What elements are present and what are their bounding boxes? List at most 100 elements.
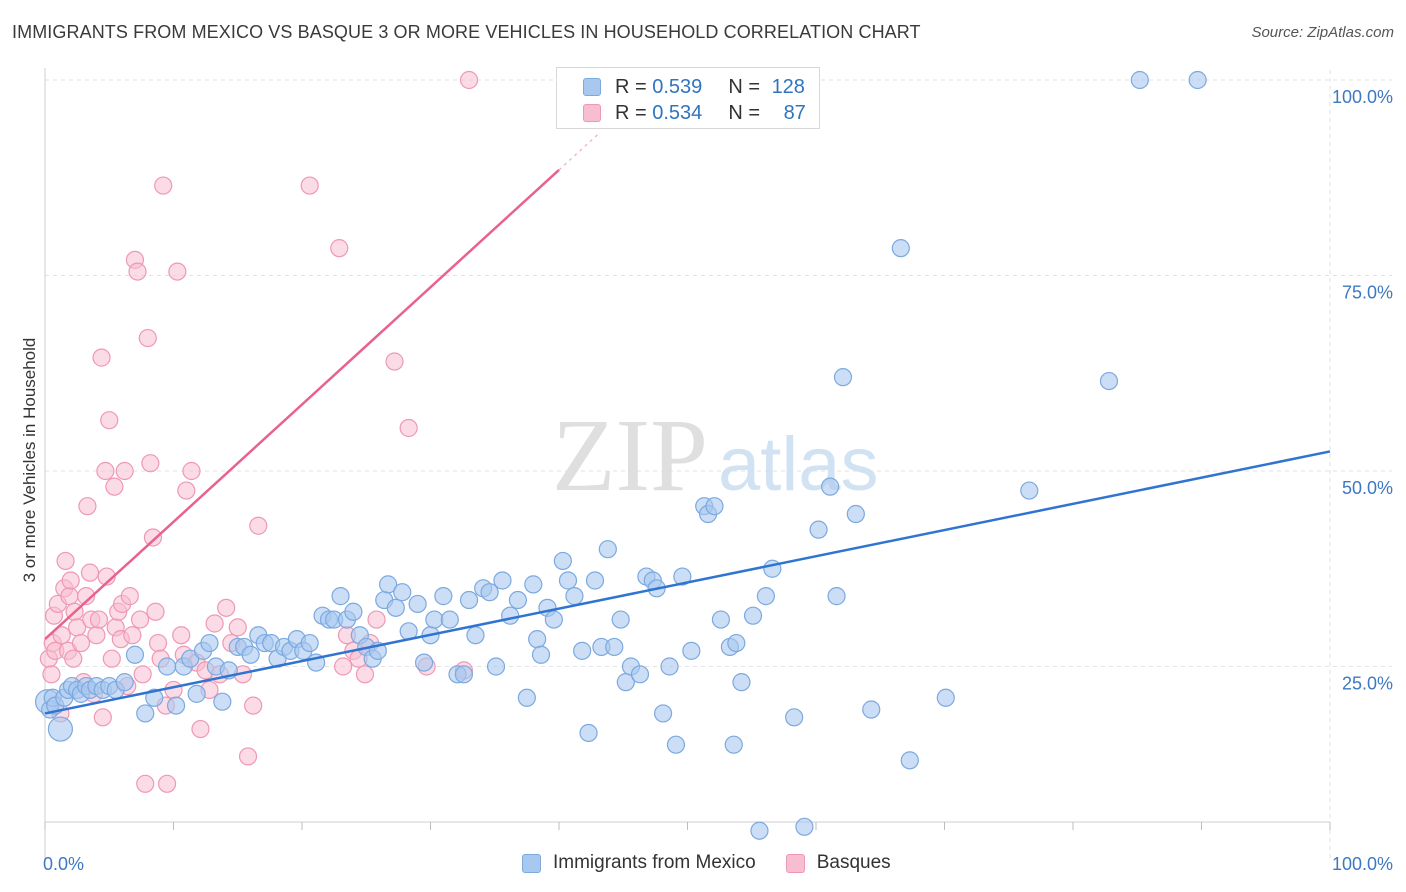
legend-label-basques: Basques <box>816 852 891 873</box>
source-credit: Source: ZipAtlas.com <box>1251 24 1394 41</box>
mexico-point <box>166 696 186 715</box>
mexico-point <box>528 630 547 649</box>
mexico-point <box>241 645 260 664</box>
basques-point <box>228 618 247 637</box>
mexico-point <box>891 239 910 258</box>
mexico-point <box>682 641 701 660</box>
mexico-point <box>1020 481 1039 500</box>
mexico-point <box>493 571 512 590</box>
mexico-point <box>440 610 459 629</box>
basques-point <box>154 176 173 195</box>
mexico-point <box>862 700 881 719</box>
legend-row-basques: R = 0.534 N = 87 <box>583 100 806 126</box>
basques-point <box>92 348 111 367</box>
r-label: R = <box>615 101 653 124</box>
basques-point <box>61 571 80 590</box>
basques-point <box>42 665 61 684</box>
mexico-point <box>386 598 405 617</box>
basques-point <box>120 587 139 606</box>
watermark-zip: ZIP <box>552 398 708 513</box>
basques-point <box>182 461 201 481</box>
mexico-point <box>573 641 592 660</box>
mexico-point <box>331 587 350 606</box>
basques-point <box>177 481 196 500</box>
mexico-point <box>673 567 692 586</box>
mexico-point <box>145 688 164 707</box>
basques-point <box>130 610 150 629</box>
x-tick-label: 100.0% <box>1332 854 1393 874</box>
basques-point <box>164 680 183 700</box>
y-tick-label: 25.0% <box>1342 674 1393 694</box>
basques-point <box>249 516 268 535</box>
chart-title: IMMIGRANTS FROM MEXICO VS BASQUE 3 OR MO… <box>12 22 921 42</box>
basques-point <box>64 649 83 668</box>
n-value: 87 <box>783 101 806 124</box>
y-axis-label-wrap: 3 or more Vehicles in Household <box>18 338 42 583</box>
mexico-point <box>47 716 74 742</box>
mexico-point <box>833 368 853 387</box>
mexico-point <box>660 657 679 676</box>
mexico-trend-line <box>44 450 1331 715</box>
basques-point <box>148 633 168 653</box>
y-tick-label: 50.0% <box>1342 478 1393 498</box>
mexico-point <box>666 735 686 754</box>
mexico-point <box>157 657 177 676</box>
mexico-point <box>187 684 206 703</box>
mexico-point <box>524 575 543 594</box>
mexico-point <box>344 602 363 621</box>
basques-point <box>367 610 386 629</box>
mexico-point <box>553 551 572 571</box>
mexico-point <box>756 587 775 606</box>
mexico-point <box>115 673 134 692</box>
mexico-point <box>408 594 427 614</box>
mexico-point <box>480 583 499 602</box>
legend-swatch-basques <box>583 104 601 122</box>
mexico-point <box>393 583 412 602</box>
n-label: N = <box>728 101 766 124</box>
basques-point <box>87 626 106 645</box>
mexico-point <box>711 610 731 629</box>
basques-point <box>100 411 119 430</box>
mexico-point <box>598 540 617 559</box>
mexico-point <box>785 708 804 727</box>
legend-swatch-basques <box>785 853 805 873</box>
mexico-point <box>727 633 746 653</box>
basques-point <box>399 418 418 438</box>
mexico-point <box>300 633 319 653</box>
basques-point <box>168 262 187 281</box>
r-label: R = <box>615 75 653 98</box>
mexico-point <box>724 735 743 754</box>
basques-point <box>191 719 210 739</box>
basques-point <box>244 696 263 715</box>
series-legend: Immigrants from Mexico Basques <box>522 852 891 874</box>
legend-row-mexico: R = 0.539 N = 128 <box>583 74 805 100</box>
r-value: 0.539 <box>652 75 703 98</box>
basques-point <box>205 614 224 633</box>
mexico-point <box>900 751 919 770</box>
legend-swatch-mexico <box>583 78 601 96</box>
trend-lines <box>44 134 1331 715</box>
correlation-legend: R = 0.539 N = 128 R = 0.534 N = 87 <box>556 67 820 129</box>
mexico-point <box>531 645 551 664</box>
basques-point <box>93 708 112 727</box>
mexico-point <box>466 626 485 645</box>
mexico-point <box>611 610 630 629</box>
basques-point <box>146 602 165 621</box>
mexico-point <box>936 688 955 707</box>
basques-point <box>334 657 353 676</box>
mexico-point <box>827 587 846 606</box>
basques-point <box>102 649 121 668</box>
mexico-point <box>508 590 527 610</box>
basques-point <box>133 665 152 684</box>
mexico-point <box>750 821 769 840</box>
basques-point <box>143 528 163 547</box>
mexico-point <box>579 723 598 743</box>
n-value: 128 <box>771 75 805 98</box>
watermark-atlas: atlas <box>718 422 879 507</box>
mexico-point <box>454 665 474 684</box>
basques-point <box>56 551 75 571</box>
mexico-point <box>565 587 584 606</box>
mexico-point <box>605 637 624 657</box>
legend-label-mexico: Immigrants from Mexico <box>553 852 756 873</box>
